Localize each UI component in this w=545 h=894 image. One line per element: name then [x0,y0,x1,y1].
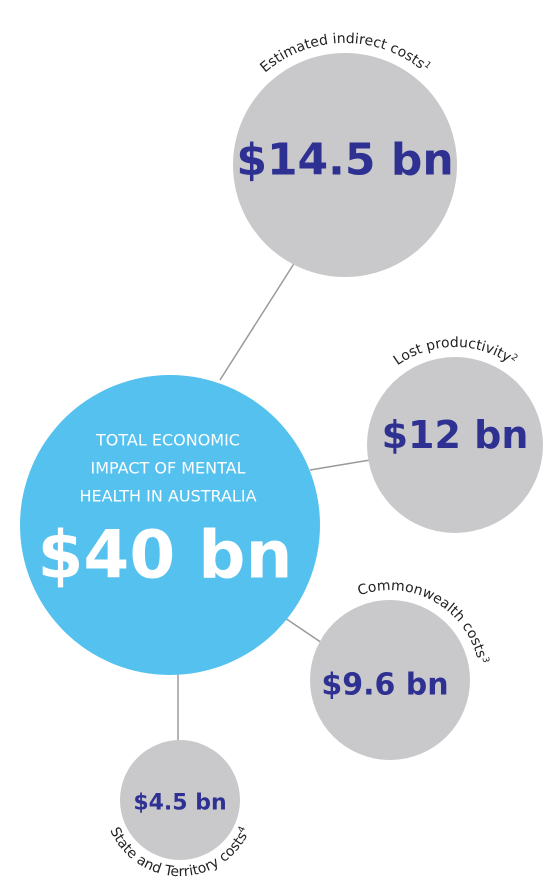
node-value: $9.6 bn [321,668,448,703]
connectors [177,261,371,742]
footnote: 4 [237,825,249,835]
bubble [233,53,457,277]
connector [284,617,326,646]
center-line: HEALTH IN AUSTRALIA [79,487,256,506]
center-line: TOTAL ECONOMIC [95,431,240,450]
center-bubble [20,375,320,675]
bubble [367,357,543,533]
footnote: 2 [509,352,519,363]
connector [309,459,371,471]
node-value: $12 bn [382,413,529,457]
footnote: 3 [479,656,490,664]
node-value: $14.5 bn [236,135,453,186]
center-line: IMPACT OF MENTAL [91,459,246,478]
footnote: 1 [422,60,433,71]
connector [219,261,296,381]
bubble [310,600,470,760]
node-value: $4.5 bn [133,791,226,816]
bubble [120,740,240,860]
center-value: $40 bn [38,517,293,594]
